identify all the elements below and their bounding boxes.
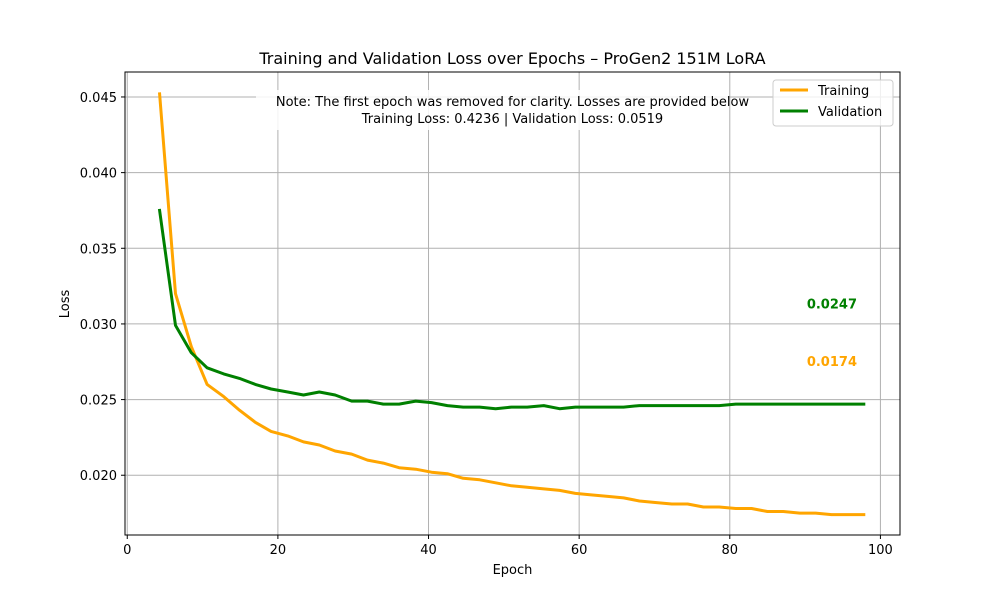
x-tick-label: 20 — [270, 543, 287, 558]
legend: Training Validation — [772, 79, 894, 127]
y-axis-label: Loss — [58, 290, 73, 319]
note-line-2: Training Loss: 0.4236 | Validation Loss:… — [361, 112, 663, 127]
y-tick-label: 0.040 — [80, 167, 117, 182]
x-axis-ticks: 0 20 40 60 80 100 — [123, 535, 893, 558]
note-background — [256, 90, 728, 130]
y-tick-label: 0.025 — [80, 394, 117, 409]
x-tick-label: 0 — [123, 543, 131, 558]
note-box: Note: The first epoch was removed for cl… — [256, 90, 749, 130]
y-tick-label: 0.035 — [80, 242, 117, 257]
final-value-label-training: 0.0174 — [807, 355, 857, 370]
series-line-validation — [157, 208, 866, 411]
legend-label-validation: Validation — [818, 105, 882, 120]
x-tick-label: 80 — [722, 543, 739, 558]
x-tick-label: 40 — [420, 543, 437, 558]
plot-frame — [124, 71, 901, 536]
final-value-labels: 0.0247 0.0174 — [807, 297, 857, 369]
chart-title: Training and Validation Loss over Epochs… — [258, 49, 765, 68]
series-lines — [157, 92, 866, 517]
y-tick-label: 0.020 — [80, 469, 117, 484]
y-tick-label: 0.045 — [80, 91, 117, 106]
x-tick-label: 100 — [868, 543, 893, 558]
x-tick-label: 60 — [571, 543, 588, 558]
note-line-1: Note: The first epoch was removed for cl… — [276, 95, 750, 110]
legend-label-training: Training — [817, 84, 869, 99]
y-tick-label: 0.030 — [80, 318, 117, 333]
series-line-training — [157, 92, 866, 517]
x-axis-label: Epoch — [493, 563, 533, 578]
y-axis-ticks: 0.020 0.025 0.030 0.035 0.040 0.045 — [80, 91, 125, 484]
grid-lines — [125, 72, 900, 535]
final-value-label-validation: 0.0247 — [807, 297, 857, 312]
